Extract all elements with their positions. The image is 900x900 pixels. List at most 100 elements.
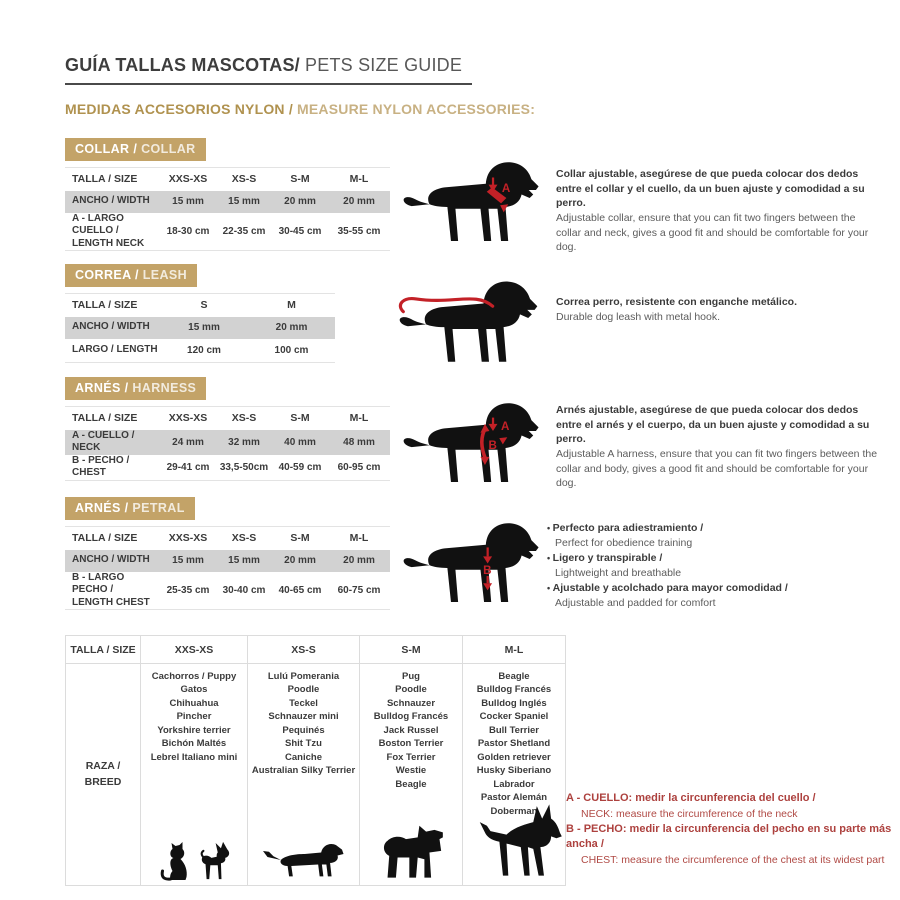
petral-header-es: ARNÉS / <box>75 501 133 515</box>
collar-header-es: COLLAR / <box>75 142 142 156</box>
harness-description: Arnés ajustable, asegúrese de que pueda … <box>556 403 878 491</box>
page-title-en: PETS SIZE GUIDE <box>299 55 463 75</box>
harness-neck-row: A - CUELLO / NECK 24 mm 32 mm 40 mm 48 m… <box>65 429 390 455</box>
leash-width-row: ANCHO / WIDTH 15 mm 20 mm <box>65 316 335 339</box>
harness-desc-en: Adjustable A harness, ensure that you ca… <box>556 448 878 490</box>
cat-icon <box>160 842 187 881</box>
breed-name: Shit Tzu <box>285 738 322 750</box>
breed-col-header: XXS-XS <box>140 635 248 664</box>
breed-name: Pug <box>402 671 420 682</box>
breed-cell-xs-s: Lulú Pomerania Poodle Teckel Schnauzer mini… <box>247 663 360 886</box>
table-cell: 20 mm <box>275 322 308 333</box>
page-subtitle: MEDIDAS ACCESORIOS NYLON / MEASURE NYLON… <box>65 101 535 117</box>
leash-desc-en: Durable dog leash with metal hook. <box>556 310 721 323</box>
petral-section-header: ARNÉS / PETRAL <box>65 497 195 520</box>
note-b-es: B - PECHO: medir la circunferencia del p… <box>566 822 892 851</box>
leash-description: Correa perro, resistente con enganche me… <box>556 295 878 324</box>
petral-bullet-en: Perfect for obedience training <box>555 536 693 549</box>
leash-col-header: TALLA / SIZE <box>72 298 138 311</box>
collar-col-header: XS-S <box>231 173 257 186</box>
page-title: GUÍA TALLAS MASCOTAS/ PETS SIZE GUIDE <box>65 55 473 85</box>
breed-name: Beagle <box>395 778 427 790</box>
petral-bullet-es: Ajustable y acolchado para mayor comodid… <box>547 581 887 596</box>
breed-list-s-m: Pug Poodle Schnauzer Bulldog Francés Jack Ru… <box>360 670 462 791</box>
row-label: B - PECHO / CHEST <box>72 454 130 479</box>
table-cell: 60-75 cm <box>337 584 381 596</box>
collar-col-header: XXS-XS <box>168 173 208 186</box>
breed-name: Lulú Pomerania <box>267 671 340 682</box>
leash-header-es: CORREA / <box>75 268 143 282</box>
leash-table-header-row: TALLA / SIZE S M <box>65 294 335 317</box>
page-title-es: GUÍA TALLAS MASCOTAS/ <box>65 55 300 75</box>
table-cell: 15 mm <box>172 555 204 566</box>
table-cell: 15 mm <box>228 555 260 566</box>
table-cell: 35-55 cm <box>337 225 381 237</box>
breed-list-xs-s: Lulú Pomerania Poodle Teckel Schnauzer mini… <box>248 670 359 778</box>
breed-table-header-row: TALLA / SIZE XXS-XS XS-S S-M M-L <box>65 635 566 664</box>
breed-col-header: TALLA / SIZE <box>65 635 141 664</box>
breed-name: Boston Terrier <box>378 738 444 750</box>
breed-list-xxs-xs: Cachorros / Puppy Gatos Chihuahua Pincher Yo… <box>141 670 247 764</box>
breed-name: Poodle <box>287 684 320 696</box>
breed-name: Poodle <box>395 684 427 696</box>
table-cell: 20 mm <box>284 555 316 566</box>
breed-name: Schnauzer mini <box>268 711 339 723</box>
table-cell: 15 mm <box>188 322 220 333</box>
breed-size-table: TALLA / SIZE XXS-XS XS-S S-M M-L RAZA / … <box>65 635 566 886</box>
row-label: ANCHO / WIDTH <box>72 195 150 207</box>
breed-name: Australian Silky Terrier <box>251 765 356 777</box>
breed-cell-s-m: Pug Poodle Schnauzer Bulldog Francés Jack Ru… <box>359 663 463 886</box>
table-cell: 33,5-50cm <box>219 461 269 473</box>
harness-section-header: ARNÉS / HARNESS <box>65 377 207 400</box>
table-cell: 20 mm <box>343 555 375 566</box>
petral-bullet-es: Ligero y transpirable / <box>547 551 887 566</box>
table-cell: 20 mm <box>284 196 316 207</box>
petral-width-row: ANCHO / WIDTH 15 mm 15 mm 20 mm 20 mm <box>65 549 390 572</box>
harness-header-en: HARNESS <box>132 381 197 395</box>
table-cell: 22-35 cm <box>222 225 266 237</box>
row-label: LARGO / LENGTH <box>72 344 158 355</box>
petral-col-header: M-L <box>349 532 369 545</box>
row-label: A - CUELLO / NECK <box>72 429 135 454</box>
petral-features: Perfecto para adiestramiento / Perfect f… <box>547 521 887 610</box>
table-cell: 15 mm <box>172 196 204 207</box>
breed-col-header: S-M <box>359 635 463 664</box>
dachshund-icon <box>262 843 344 877</box>
petral-table: TALLA / SIZE XXS-XS XS-S S-M M-L ANCHO /… <box>65 526 390 610</box>
petral-header-en: PETRAL <box>132 501 185 515</box>
breed-name: Chihuahua <box>169 697 219 709</box>
breed-col-header: M-L <box>462 635 566 664</box>
table-cell: 30-45 cm <box>278 225 322 237</box>
breed-name: Doberman <box>490 805 538 817</box>
table-cell: 25-35 cm <box>166 584 210 596</box>
breed-name: Cachorros / Puppy <box>151 671 237 682</box>
note-b-en: CHEST: measure the circumference of the … <box>581 853 885 866</box>
harness-col-header: M-L <box>349 412 369 425</box>
collar-neck-row: A - LARGO CUELLO / LENGTH NECK 18-30 cm … <box>65 213 390 251</box>
table-cell: 18-30 cm <box>166 225 210 237</box>
harness-col-header: XXS-XS <box>168 412 208 425</box>
collar-dog-icon: A <box>400 147 552 250</box>
table-cell: 40-65 cm <box>278 584 322 596</box>
petral-col-header: XS-S <box>231 532 257 545</box>
page-subtitle-es: MEDIDAS ACCESORIOS NYLON / <box>65 101 298 117</box>
harness-chest-row: B - PECHO / CHEST 29-41 cm 33,5-50cm 40-… <box>65 455 390 481</box>
breed-name: Cocker Spaniel <box>479 711 549 723</box>
harness-col-header: TALLA / SIZE <box>72 411 138 424</box>
table-cell: 100 cm <box>274 344 309 356</box>
leash-table: TALLA / SIZE S M ANCHO / WIDTH 15 mm 20 … <box>65 293 335 363</box>
breed-name: Jack Russel <box>383 724 439 736</box>
table-cell: 20 mm <box>343 196 375 207</box>
table-cell: 40-59 cm <box>278 461 322 473</box>
harness-col-header: XS-S <box>231 412 257 425</box>
collar-section-header: COLLAR / COLLAR <box>65 138 206 161</box>
petral-bullet-en: Lightweight and breathable <box>555 566 682 579</box>
breed-name: Bull Terrier <box>489 724 539 736</box>
petral-col-header: XXS-XS <box>168 532 208 545</box>
note-a-es: A - CUELLO: medir la circunferencia del … <box>566 792 816 804</box>
breed-list-m-l: Beagle Bulldog Francés Bulldog Inglés Cocke… <box>463 670 565 818</box>
leash-col-header: S <box>200 299 208 312</box>
leash-desc-es: Correa perro, resistente con enganche me… <box>556 296 797 308</box>
breed-name: Pastor Shetland <box>477 738 551 750</box>
